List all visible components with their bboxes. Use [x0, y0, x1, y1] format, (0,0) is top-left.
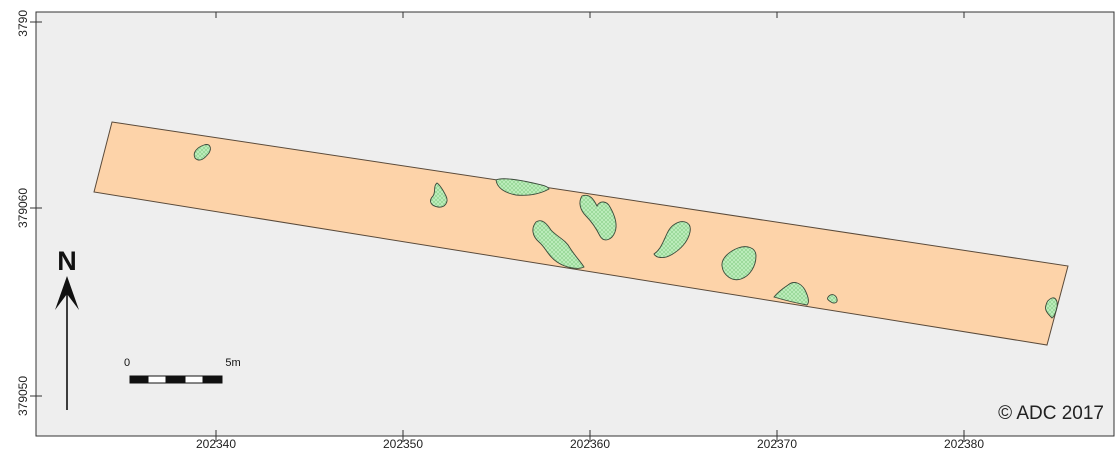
scale-bar-segment [147, 375, 167, 384]
feature-polygon [579, 194, 617, 241]
north-arrow-head [55, 276, 79, 310]
feature-polygon [193, 144, 211, 161]
scale-bar-outline [129, 375, 223, 384]
north-letter: N [57, 246, 77, 276]
trench-polygon [93, 121, 1069, 346]
x-tick-label: 202380 [944, 437, 984, 451]
scale-bar-segment [203, 376, 222, 383]
scale-end-label: 5m [225, 357, 240, 369]
feature-polygon [532, 220, 585, 269]
scale-bar: 0 5m [124, 357, 241, 384]
feature-polygon [1045, 297, 1058, 319]
copyright-credit: © ADC 2017 [998, 403, 1104, 424]
feature-polygon [430, 182, 448, 208]
x-tick-label: 202350 [383, 437, 423, 451]
north-arrow: N [55, 246, 79, 410]
feature-polygon [773, 282, 809, 306]
feature-polygon [653, 221, 691, 258]
scale-bar-segment [166, 376, 185, 383]
x-tick-label: 202370 [757, 437, 797, 451]
feature-polygon [721, 246, 757, 281]
feature-polygon [827, 294, 838, 304]
y-tick-label: 379050 [16, 376, 30, 416]
x-tick-label: 202360 [570, 437, 610, 451]
y-tick-label: 379060 [16, 188, 30, 228]
scale-bar-segment [130, 376, 148, 383]
feature-polygon [495, 178, 550, 196]
x-tick-label: 202340 [196, 437, 236, 451]
y-tick-label: 3790 [16, 10, 30, 37]
scale-bar-segment [184, 375, 204, 384]
scale-start-label: 0 [124, 357, 130, 369]
